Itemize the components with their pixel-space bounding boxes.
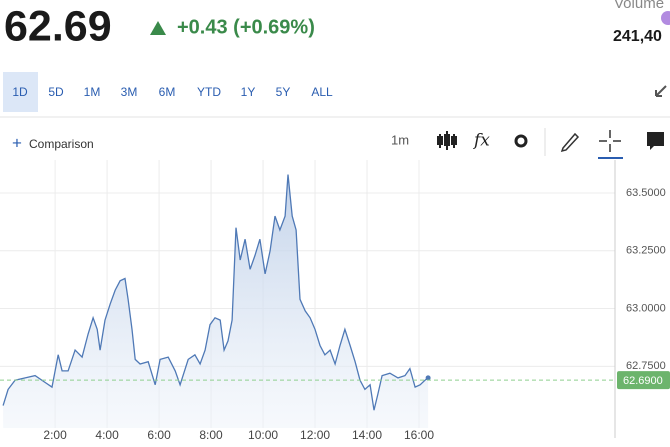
- last-price-tag: [617, 371, 670, 390]
- x-tick-label: 2:00: [43, 428, 67, 442]
- interval[interactable]: 1m: [391, 132, 409, 147]
- y-tick-label: 63.2500: [626, 245, 666, 257]
- range-button[interactable]: 1Y: [241, 85, 256, 99]
- candles-icon[interactable]: [437, 131, 457, 150]
- y-tick-label: 62.7500: [626, 360, 666, 372]
- price-line: [2, 174, 429, 411]
- area-fill: [3, 174, 429, 428]
- range-button[interactable]: 5D: [48, 85, 64, 99]
- y-tick-label: 63.0000: [626, 302, 666, 314]
- range-button[interactable]: ALL: [311, 85, 333, 99]
- volume-label: Volume: [614, 0, 664, 12]
- plus[interactable]: +: [12, 133, 22, 152]
- x-tick-label: 10:00: [248, 428, 278, 442]
- last-point: [425, 375, 431, 381]
- x-tick-label: 4:00: [95, 428, 119, 442]
- x-tick-label: 12:00: [300, 428, 330, 442]
- range-button[interactable]: 5Y: [276, 85, 291, 99]
- x-tick-label: 8:00: [199, 428, 223, 442]
- range-bar: 1D 5D 1M 3M 6M YTD 1Y 5Y ALL: [12, 85, 333, 99]
- change: +0.43 (+0.69%): [177, 16, 315, 38]
- range-button[interactable]: 1M: [84, 85, 101, 99]
- crosshair-icon[interactable]: [599, 130, 621, 152]
- plot: 62.7500 63.0000 63.2500 63.5000 2:00 4:00 6:00…: [0, 160, 670, 442]
- volume: 241,40: [613, 28, 662, 45]
- expand-icon[interactable]: [655, 85, 667, 97]
- price: 62.69: [4, 2, 112, 50]
- settings-icon[interactable]: [514, 134, 528, 148]
- badge: [661, 11, 670, 25]
- range-selected: [3, 72, 38, 112]
- note-icon[interactable]: [647, 132, 664, 150]
- range-button[interactable]: 1D: [12, 85, 28, 99]
- draw-icon[interactable]: [560, 132, 580, 153]
- x-tick-label: 14:00: [352, 428, 382, 442]
- x-tick-label: 6:00: [147, 428, 171, 442]
- range-button[interactable]: YTD: [197, 85, 221, 99]
- range-button[interactable]: 6M: [159, 85, 176, 99]
- last-price-label: 62.6900: [623, 375, 663, 387]
- up-arrow: [150, 21, 166, 35]
- x-tick-label: 16:00: [404, 428, 434, 442]
- comparison[interactable]: Comparison: [29, 137, 94, 151]
- indicator-icon[interactable]: fx: [472, 131, 490, 151]
- range-button[interactable]: 3M: [121, 85, 138, 99]
- y-tick-label: 63.5000: [626, 187, 666, 199]
